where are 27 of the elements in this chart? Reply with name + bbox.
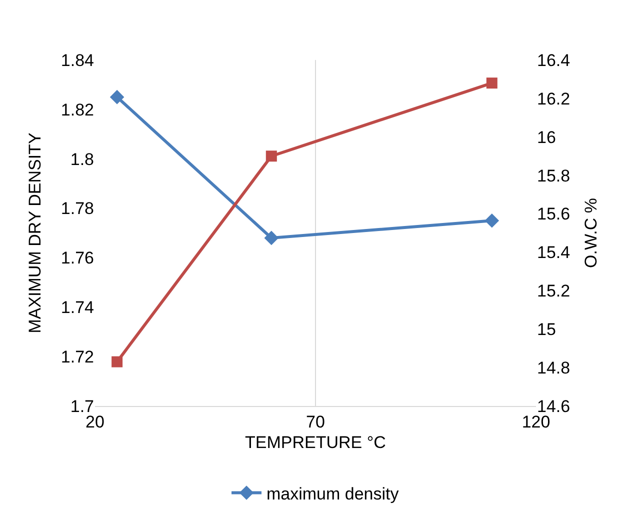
y-axis-title: MAXIMUM DRY DENSITY <box>25 132 44 334</box>
y2-tick-label: 15.2 <box>537 282 570 301</box>
y-tick-label: 1.72 <box>60 348 94 367</box>
y2-axis-title: O.W.C % <box>581 198 600 268</box>
y-tick-label: 1.84 <box>60 50 94 70</box>
y2-tick-label: 16 <box>537 128 556 147</box>
y-tick-label: 1.78 <box>60 199 94 218</box>
y2-tick-label: 16.4 <box>537 50 570 70</box>
y2-tick-label: 15.4 <box>537 243 570 262</box>
point <box>266 150 277 162</box>
y-tick-label: 1.8 <box>70 150 94 169</box>
y2-tick-label: 14.8 <box>537 358 570 378</box>
point <box>112 356 123 368</box>
x-axis-title: TEMPRETURE °C <box>245 432 386 452</box>
y2-tick-label: 15.8 <box>537 166 570 186</box>
point <box>110 90 124 104</box>
y-tick-label: 1.76 <box>60 248 94 268</box>
point <box>484 213 500 228</box>
y2-tick-label: 15.6 <box>537 204 570 224</box>
y-tick-label: 1.82 <box>60 100 94 120</box>
y2-tick-label: 16.2 <box>537 89 570 108</box>
legend-label: maximum density <box>266 484 400 504</box>
y2-tick-label: 15 <box>537 320 556 340</box>
point <box>486 78 498 89</box>
point <box>264 230 279 246</box>
x-tick-label: 70 <box>306 412 325 432</box>
y-tick-label: 1.74 <box>60 298 94 318</box>
